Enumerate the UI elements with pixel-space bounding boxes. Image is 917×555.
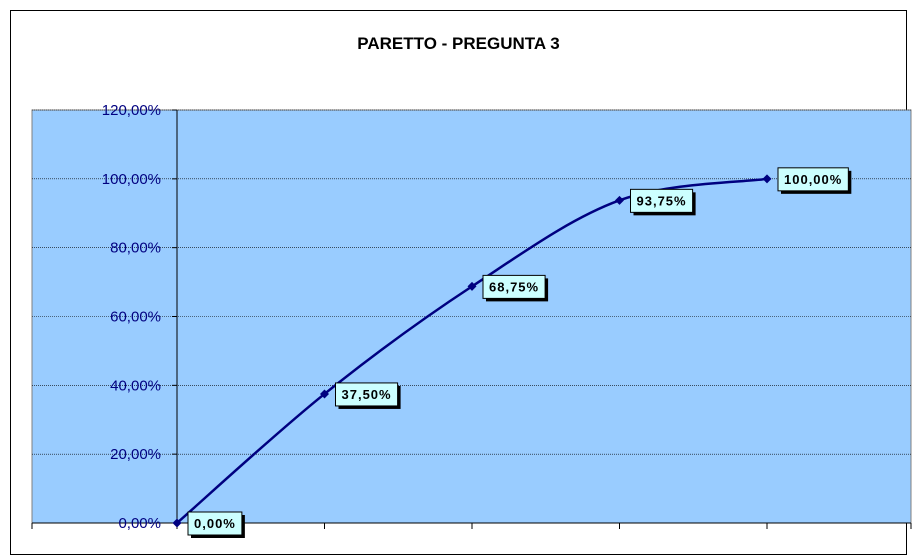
data-label: 37,50% (335, 382, 401, 409)
data-label: 93,75% (630, 188, 696, 216)
data-label: 0,00% (187, 511, 245, 538)
y-tick-label: 20,00% (110, 446, 161, 463)
y-tick-label: 120,00% (102, 102, 161, 119)
y-tick-label: 80,00% (110, 240, 161, 257)
data-point (615, 195, 624, 205)
svg-text:93,75%: 93,75% (637, 193, 687, 208)
data-point (320, 389, 329, 399)
svg-text:68,75%: 68,75% (489, 279, 539, 294)
data-point (762, 174, 772, 184)
y-tick-label: 100,00% (102, 171, 161, 188)
svg-text:0,00%: 0,00% (194, 516, 236, 531)
data-labels: 0,00% 37,50% 68,75% 93,75% 100,00% (187, 167, 852, 538)
data-points (172, 174, 772, 528)
y-tick-labels: 0,00% 20,00% 40,00% 60,00% 80,00% 100,00% 120,… (102, 102, 161, 532)
svg-text:100,00%: 100,00% (784, 172, 842, 187)
data-label: 68,75% (482, 274, 549, 302)
data-label: 100,00% (777, 167, 852, 194)
svg-text:37,50%: 37,50% (342, 387, 392, 402)
data-point (172, 518, 182, 528)
y-tick-label: 0,00% (118, 515, 161, 532)
data-point (467, 281, 477, 291)
y-tick-label: 40,00% (110, 377, 161, 394)
y-tick-label: 60,00% (110, 309, 161, 326)
chart-title: PARETTO - PREGUNTA 3 (357, 34, 560, 53)
